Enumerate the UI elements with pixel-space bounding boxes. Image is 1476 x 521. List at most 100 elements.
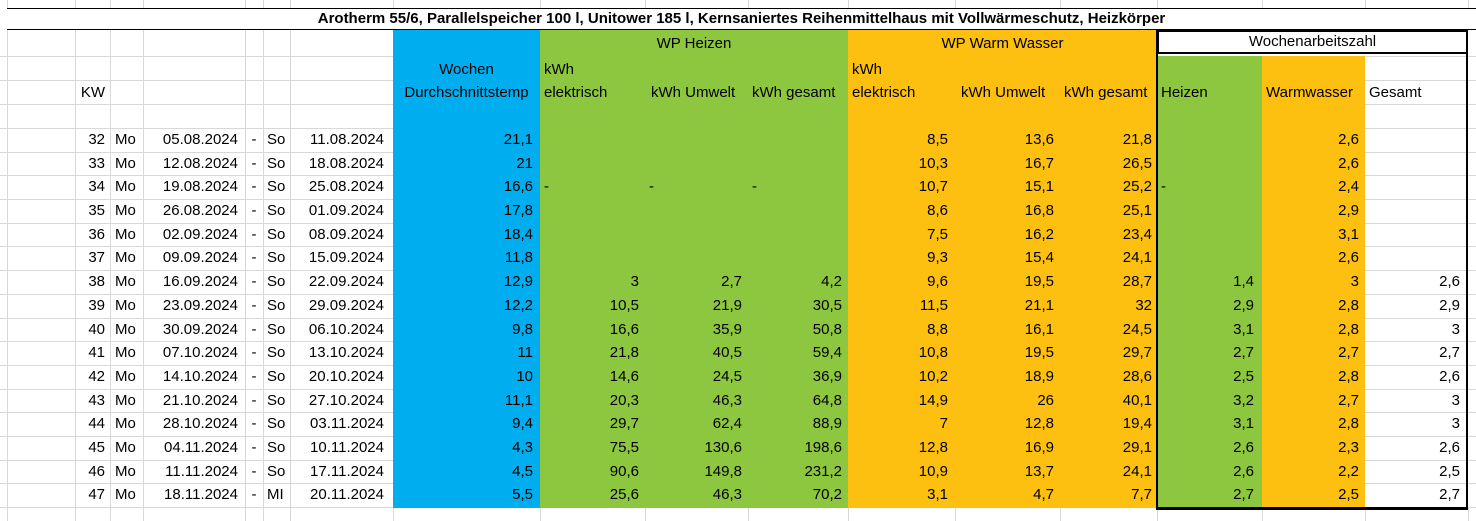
- cell-arbeitszahl_heizen[interactable]: 3,1: [1233, 320, 1254, 338]
- cell-separator[interactable]: -: [251, 367, 257, 385]
- cell-heizen_kwh_elektrisch[interactable]: 20,3: [609, 391, 639, 409]
- cell-kw[interactable]: 47: [88, 486, 105, 504]
- cell-heizen_kwh_umwelt[interactable]: 62,4: [712, 415, 742, 433]
- cell-date_from[interactable]: 05.08.2024: [162, 131, 238, 148]
- cell-heizen_kwh_umwelt[interactable]: 46,3: [712, 391, 742, 409]
- cell-day_from[interactable]: Mo: [115, 202, 136, 220]
- cell-separator[interactable]: -: [251, 225, 257, 243]
- cell-heizen_kwh_gesamt[interactable]: 198,6: [804, 438, 842, 456]
- cell-heizen_kwh_umwelt[interactable]: 40,5: [712, 344, 742, 362]
- cell-arbeitszahl_heizen[interactable]: 2,6: [1233, 438, 1254, 456]
- cell-arbeitszahl_heizen[interactable]: 2,6: [1233, 462, 1254, 480]
- cell-heizen_kwh_gesamt[interactable]: 70,2: [812, 486, 842, 504]
- cell-date_from[interactable]: 30.09.2024: [162, 320, 238, 338]
- header-warmwasser-kwh-umwelt[interactable]: kWh Umwelt: [961, 84, 1046, 101]
- cell-wochen_durchschnittstemp[interactable]: 11,8: [504, 249, 533, 267]
- header-warmwasser-kwh[interactable]: kWh: [852, 61, 882, 78]
- cell-wochen_durchschnittstemp[interactable]: 9,4: [512, 415, 533, 433]
- cell-arbeitszahl_heizen[interactable]: 2,9: [1233, 296, 1254, 314]
- cell-date_to[interactable]: 22.09.2024: [308, 273, 384, 291]
- cell-kw[interactable]: 42: [88, 367, 105, 385]
- cell-date_from[interactable]: 14.10.2024: [162, 367, 238, 385]
- cell-date_to[interactable]: 06.10.2024: [308, 320, 384, 338]
- cell-heizen_kwh_gesamt[interactable]: 4,2: [821, 273, 842, 291]
- cell-day_to[interactable]: So: [267, 391, 286, 409]
- cell-date_to[interactable]: 11.08.2024: [310, 131, 384, 148]
- cell-day_to[interactable]: So: [267, 273, 286, 291]
- cell-wochen_durchschnittstemp[interactable]: 16,6: [503, 178, 533, 196]
- cell-day_from[interactable]: Mo: [115, 486, 136, 504]
- cell-kw[interactable]: 43: [88, 391, 105, 409]
- cell-warmwasser_kwh_gesamt[interactable]: 24,1: [1122, 462, 1152, 480]
- cell-arbeitszahl_warmwasser[interactable]: 2,8: [1338, 296, 1359, 314]
- cell-wochen_durchschnittstemp[interactable]: 12,9: [503, 273, 533, 291]
- cell-day_to[interactable]: So: [267, 462, 286, 480]
- cell-heizen_kwh_umwelt[interactable]: 35,9: [712, 320, 742, 338]
- cell-separator[interactable]: -: [251, 438, 257, 456]
- cell-warmwasser_kwh_umwelt[interactable]: 16,1: [1024, 320, 1054, 338]
- cell-warmwasser_kwh_umwelt[interactable]: 16,7: [1024, 154, 1054, 172]
- cell-warmwasser_kwh_umwelt[interactable]: 13,7: [1024, 462, 1054, 480]
- cell-date_to[interactable]: 03.11.2024: [310, 415, 384, 433]
- cell-day_from[interactable]: Mo: [115, 154, 136, 172]
- cell-heizen_kwh_gesamt[interactable]: 36,9: [812, 367, 842, 385]
- cell-arbeitszahl_gesamt[interactable]: 2,5: [1439, 462, 1460, 480]
- cell-kw[interactable]: 41: [88, 344, 105, 362]
- cell-warmwasser_kwh_umwelt[interactable]: 4,7: [1033, 486, 1054, 504]
- cell-day_from[interactable]: Mo: [115, 391, 136, 409]
- cell-warmwasser_kwh_gesamt[interactable]: 32: [1135, 296, 1152, 314]
- cell-arbeitszahl_gesamt[interactable]: 3: [1451, 320, 1460, 338]
- cell-arbeitszahl_warmwasser[interactable]: 2,8: [1338, 320, 1359, 338]
- cell-heizen_kwh_umwelt[interactable]: 2,7: [721, 273, 742, 291]
- cell-heizen_kwh_gesamt[interactable]: 30,5: [812, 296, 842, 314]
- cell-heizen_kwh_gesamt[interactable]: 88,9: [812, 415, 842, 433]
- cell-arbeitszahl_warmwasser[interactable]: 3,1: [1338, 225, 1359, 243]
- cell-date_to[interactable]: 29.09.2024: [308, 296, 384, 314]
- cell-kw[interactable]: 46: [88, 462, 105, 480]
- cell-warmwasser_kwh_gesamt[interactable]: 7,7: [1131, 486, 1152, 504]
- cell-day_to[interactable]: So: [267, 178, 286, 196]
- cell-arbeitszahl_gesamt[interactable]: 2,6: [1439, 273, 1460, 291]
- cell-warmwasser_kwh_umwelt[interactable]: 16,9: [1024, 438, 1054, 456]
- cell-warmwasser_kwh_gesamt[interactable]: 25,2: [1122, 178, 1152, 196]
- header-heizen-kwh[interactable]: kWh: [544, 61, 574, 78]
- cell-kw[interactable]: 32: [88, 131, 105, 148]
- cell-warmwasser_kwh_elektrisch[interactable]: 7,5: [927, 225, 948, 243]
- cell-heizen_kwh_gesamt[interactable]: 64,8: [812, 391, 842, 409]
- cell-heizen_kwh_umwelt[interactable]: 21,9: [712, 296, 742, 314]
- cell-arbeitszahl_heizen[interactable]: -: [1161, 178, 1166, 196]
- cell-separator[interactable]: -: [251, 249, 257, 267]
- header-durchschnittstemp[interactable]: Durchschnittstemp: [404, 84, 529, 101]
- cell-warmwasser_kwh_elektrisch[interactable]: 10,7: [918, 178, 948, 196]
- cell-day_to[interactable]: So: [267, 225, 286, 243]
- cell-wochen_durchschnittstemp[interactable]: 4,5: [512, 462, 533, 480]
- cell-day_from[interactable]: Mo: [115, 415, 136, 433]
- cell-warmwasser_kwh_umwelt[interactable]: 12,8: [1024, 415, 1054, 433]
- cell-arbeitszahl_gesamt[interactable]: 2,6: [1439, 438, 1460, 456]
- cell-day_from[interactable]: Mo: [115, 296, 136, 314]
- cell-kw[interactable]: 37: [88, 249, 105, 267]
- header-wochen[interactable]: Wochen: [439, 61, 494, 78]
- cell-wochen_durchschnittstemp[interactable]: 17,8: [503, 202, 533, 220]
- cell-warmwasser_kwh_gesamt[interactable]: 24,5: [1122, 320, 1152, 338]
- cell-kw[interactable]: 39: [88, 296, 105, 314]
- cell-kw[interactable]: 40: [88, 320, 105, 338]
- cell-arbeitszahl_warmwasser[interactable]: 3: [1350, 273, 1359, 291]
- header-heizen-kwh-umwelt[interactable]: kWh Umwelt: [651, 84, 736, 101]
- cell-heizen_kwh_elektrisch[interactable]: 16,6: [609, 320, 639, 338]
- cell-warmwasser_kwh_gesamt[interactable]: 21,8: [1122, 131, 1152, 148]
- cell-arbeitszahl_heizen[interactable]: 1,4: [1233, 273, 1254, 291]
- cell-day_to[interactable]: So: [267, 415, 286, 433]
- cell-wochen_durchschnittstemp[interactable]: 18,4: [503, 225, 533, 243]
- cell-date_from[interactable]: 23.09.2024: [162, 296, 238, 314]
- cell-heizen_kwh_gesamt[interactable]: 231,2: [804, 462, 842, 480]
- cell-heizen_kwh_umwelt[interactable]: 149,8: [704, 462, 742, 480]
- cell-warmwasser_kwh_umwelt[interactable]: 18,9: [1024, 367, 1054, 385]
- cell-warmwasser_kwh_gesamt[interactable]: 23,4: [1122, 225, 1152, 243]
- header-kw[interactable]: KW: [80, 84, 105, 101]
- cell-date_to[interactable]: 17.11.2024: [310, 462, 384, 480]
- cell-wochen_durchschnittstemp[interactable]: 10: [516, 367, 533, 385]
- cell-separator[interactable]: -: [251, 178, 257, 196]
- cell-arbeitszahl_gesamt[interactable]: 2,6: [1439, 367, 1460, 385]
- cell-separator[interactable]: -: [251, 486, 257, 504]
